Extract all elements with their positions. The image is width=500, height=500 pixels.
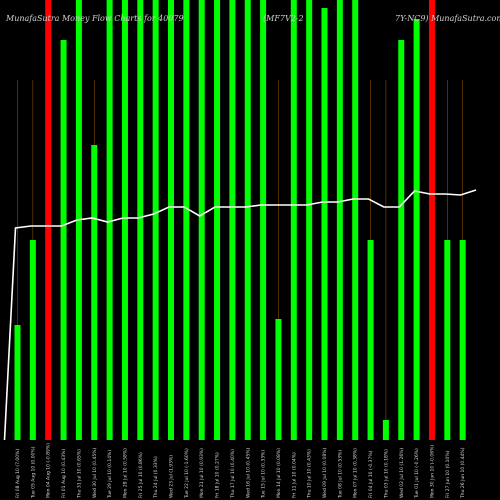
- bar: [168, 0, 174, 440]
- x-tick-label: Mon 04 Aug 10 (-0.89%): [46, 443, 52, 498]
- bar: [444, 240, 451, 440]
- bar: [137, 0, 144, 440]
- bar: [152, 0, 159, 440]
- bars: [14, 0, 466, 440]
- x-tick-label: Mon 28 Jul 10 (0.58%): [122, 448, 128, 498]
- bar: [183, 0, 190, 440]
- x-tick-label: Thu 24 Jul (0.33%): [153, 456, 159, 499]
- chart-title: MunafaSutra Money Flow Charts for 40079 …: [5, 14, 500, 23]
- x-tick-label: Thu 03 Jul 10 (0.18%): [383, 449, 389, 499]
- price-line: [3, 189, 477, 441]
- bar: [336, 0, 343, 440]
- bar: [29, 240, 36, 440]
- title-part-3: 7Y-NC9) MunafaSutra.com: [395, 14, 500, 23]
- bar: [428, 0, 435, 440]
- grid-lines: [17, 80, 463, 440]
- bar: [198, 0, 205, 440]
- x-tick-label: Mon 07 Jul 10 (0.38%): [353, 448, 359, 498]
- bar: [45, 0, 52, 440]
- x-tick-label: Thu 10 Jul 10 (0.43%): [307, 449, 313, 499]
- x-tick-label: Wed 23 Jul (1.93%): [169, 455, 175, 498]
- bar: [290, 0, 297, 440]
- bar: [459, 240, 466, 440]
- bar: [413, 19, 420, 440]
- bar: [352, 0, 359, 440]
- x-tick-label: Wed 02 Jul 10 (1.26%): [399, 448, 405, 498]
- x-tick-label: Wed 30 Jul 10 (0.45%): [92, 448, 98, 498]
- x-tick-label: Thu 17 Jul 10 (0.40%): [230, 449, 236, 499]
- title-part-2: (MF7V2-2: [263, 14, 304, 23]
- bar: [398, 40, 405, 440]
- bar: [275, 319, 282, 440]
- bar: [382, 420, 389, 440]
- title-part-1: MunafaSutra Money Flow Charts for 40079: [5, 14, 184, 23]
- bar: [60, 40, 67, 440]
- x-tick-label: Tue 08 Jul 10 (0.53%): [337, 450, 343, 499]
- x-tick-label: Fri 08 Aug 10 (7.00%): [15, 449, 21, 498]
- bar: [244, 0, 251, 440]
- x-tick-label: Wed 09 Jul 10 (0.08%): [322, 448, 328, 498]
- x-tick-label: Thu 26 Jun 10 (0.44%): [460, 447, 466, 499]
- x-tick-label: Mon 30 Jun 10 (-0.06%): [429, 445, 435, 498]
- bar: [367, 240, 374, 440]
- bar: [260, 0, 267, 440]
- x-tick-label: Mon 21 Jul 10 (0.93%): [199, 448, 205, 498]
- bar: [321, 8, 328, 440]
- bar: [91, 145, 98, 440]
- x-tick-label: Thu 31 Jul 10 (0.65%): [76, 449, 82, 499]
- bar: [229, 0, 236, 440]
- x-tick-labels: Fri 08 Aug 10 (7.00%) Tue 05 Aug 10 (0.00…: [15, 443, 466, 499]
- x-tick-label: Mon 14 Jul 10 (0.08%): [276, 448, 282, 498]
- x-tick-label: Tue 29 Jul 10 (0.14%): [107, 450, 113, 499]
- x-tick-label: Tue 22 Jul 10 (-1.60%): [184, 448, 190, 499]
- x-tick-label: Tue 01 Jul 10 (-0.26%): [414, 448, 420, 499]
- x-tick-label: Tue 05 Aug 10 (0.00%): [30, 446, 36, 499]
- bar: [306, 0, 313, 440]
- bar: [214, 0, 221, 440]
- x-tick-label: Fri 04 Jul 10 (-0.37%): [368, 450, 374, 498]
- x-tick-label: Fri 25 Jul 10 (0.86%): [138, 452, 144, 498]
- bar: [14, 325, 21, 440]
- x-tick-label: Wed 16 Jul 10 (0.45%): [245, 448, 251, 498]
- x-tick-label: Fri 11 Jul 10 (0.04%): [291, 452, 297, 498]
- x-tick-label: Tue 15 Jul 10 (0.33%): [261, 450, 267, 499]
- bar: [121, 0, 128, 440]
- bar: [106, 0, 113, 440]
- x-tick-label: Fri 01 Aug 10 (0.43%): [61, 449, 67, 498]
- x-tick-label: Fri 27 Jun 10 (0.10%): [445, 450, 451, 498]
- x-tick-label: Fri 18 Jul 10 (0.27%): [215, 452, 221, 498]
